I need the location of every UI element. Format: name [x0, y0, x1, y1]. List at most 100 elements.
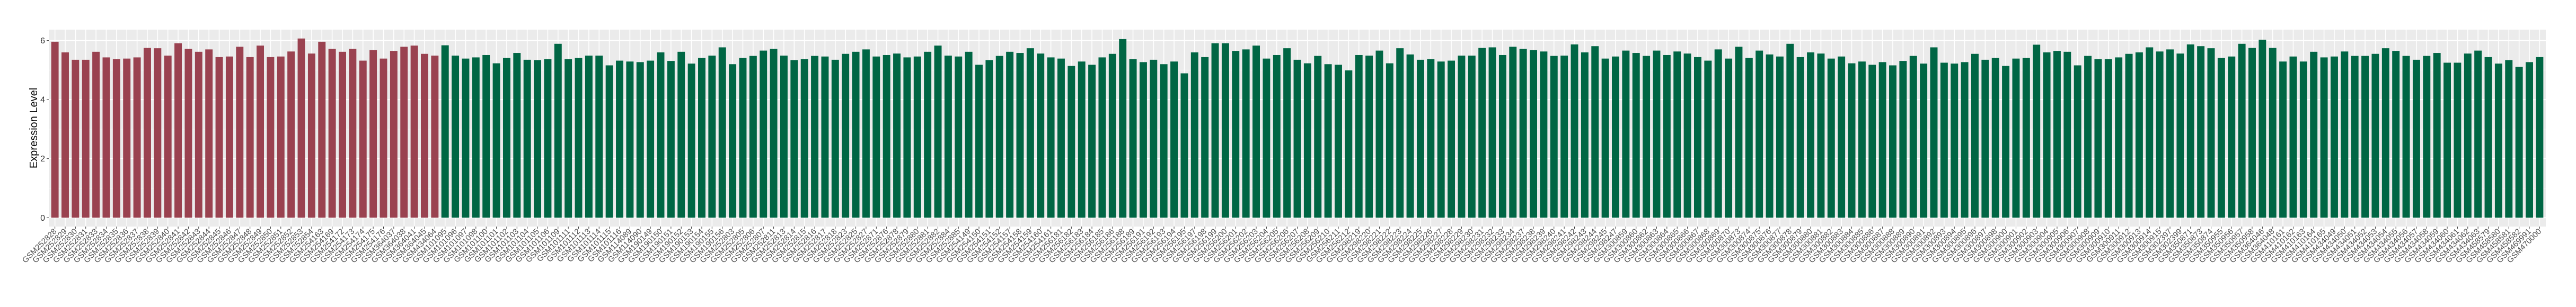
- bar: [2310, 51, 2318, 218]
- bar: [626, 61, 634, 218]
- bar: [1129, 59, 1137, 218]
- bar: [380, 58, 387, 218]
- y-tick-label: 2: [40, 155, 45, 164]
- bar: [2217, 58, 2225, 218]
- bar: [831, 59, 839, 218]
- bar: [2084, 56, 2092, 218]
- bar: [708, 56, 716, 218]
- bar: [82, 59, 90, 218]
- bar-series: [51, 38, 2544, 218]
- bar: [184, 49, 192, 218]
- bar: [729, 64, 737, 218]
- bar: [1643, 56, 1651, 218]
- bar: [1755, 50, 1763, 218]
- bar: [975, 65, 983, 218]
- bar: [965, 51, 973, 218]
- bar: [1571, 44, 1578, 218]
- bar: [2443, 62, 2451, 218]
- bar: [1437, 61, 1445, 218]
- bar: [359, 60, 367, 218]
- bar: [955, 56, 963, 218]
- bar: [667, 61, 675, 218]
- y-axis: 0 2 4 6: [40, 37, 49, 223]
- bar: [1098, 57, 1106, 218]
- bar: [452, 56, 460, 218]
- bar: [2269, 48, 2277, 218]
- bar: [1170, 61, 1178, 218]
- bar: [1180, 73, 1188, 218]
- bar: [2033, 44, 2041, 218]
- bar: [502, 58, 510, 218]
- bar: [2053, 51, 2061, 218]
- bar: [985, 60, 993, 218]
- bar: [1725, 58, 1733, 218]
- bar: [1201, 57, 1209, 218]
- bar: [205, 49, 213, 218]
- bar: [1971, 53, 1979, 218]
- bar: [1150, 59, 1158, 218]
- bar: [1776, 56, 1784, 218]
- bar: [893, 53, 901, 218]
- bar: [800, 59, 808, 218]
- bar: [2454, 62, 2462, 218]
- bar: [2371, 53, 2379, 218]
- bar: [1057, 58, 1065, 218]
- bar: [718, 47, 726, 218]
- bar: [2526, 62, 2533, 218]
- bar: [1540, 51, 1548, 218]
- bar: [1335, 65, 1342, 218]
- bar: [2238, 43, 2246, 218]
- bar: [1519, 49, 1527, 218]
- bar: [913, 56, 921, 218]
- bar: [944, 56, 952, 218]
- bar: [287, 51, 295, 218]
- bar: [2474, 50, 2482, 218]
- bar: [2115, 57, 2123, 218]
- bar: [2494, 64, 2502, 218]
- bar: [2505, 60, 2513, 218]
- bar: [431, 56, 439, 218]
- bar: [492, 63, 500, 218]
- bar: [215, 57, 223, 218]
- y-tick-label: 0: [40, 214, 45, 223]
- bar: [1448, 60, 1455, 218]
- bar: [2392, 51, 2400, 218]
- bar: [143, 48, 151, 218]
- bar: [51, 41, 59, 218]
- bar: [1663, 55, 1671, 218]
- bar: [1961, 62, 1969, 218]
- bar: [369, 50, 377, 218]
- bar: [739, 58, 747, 218]
- bar: [2279, 61, 2287, 218]
- bar: [2433, 53, 2441, 218]
- bar: [1920, 64, 1928, 218]
- bar: [2156, 51, 2164, 218]
- bar: [174, 43, 182, 218]
- bar: [2299, 61, 2307, 218]
- bar: [575, 58, 583, 218]
- bar: [1478, 48, 1486, 218]
- bar: [328, 49, 336, 218]
- bar: [1868, 65, 1876, 218]
- bar: [1211, 43, 1219, 218]
- bar: [1006, 51, 1014, 218]
- bar: [2012, 58, 2020, 218]
- bar: [92, 51, 100, 218]
- bar: [811, 56, 819, 218]
- bar: [1273, 55, 1281, 218]
- bar: [421, 53, 428, 218]
- bar: [698, 58, 705, 218]
- bar: [1848, 63, 1856, 218]
- bar: [2125, 53, 2133, 218]
- bar: [1786, 43, 1794, 218]
- bar: [1766, 54, 1774, 218]
- bar: [749, 56, 757, 218]
- bar: [1406, 54, 1414, 218]
- bar: [852, 51, 860, 218]
- bar: [1252, 46, 1260, 218]
- bar: [1283, 48, 1291, 218]
- bar: [523, 59, 531, 218]
- bar: [657, 52, 665, 218]
- bar: [2104, 59, 2112, 218]
